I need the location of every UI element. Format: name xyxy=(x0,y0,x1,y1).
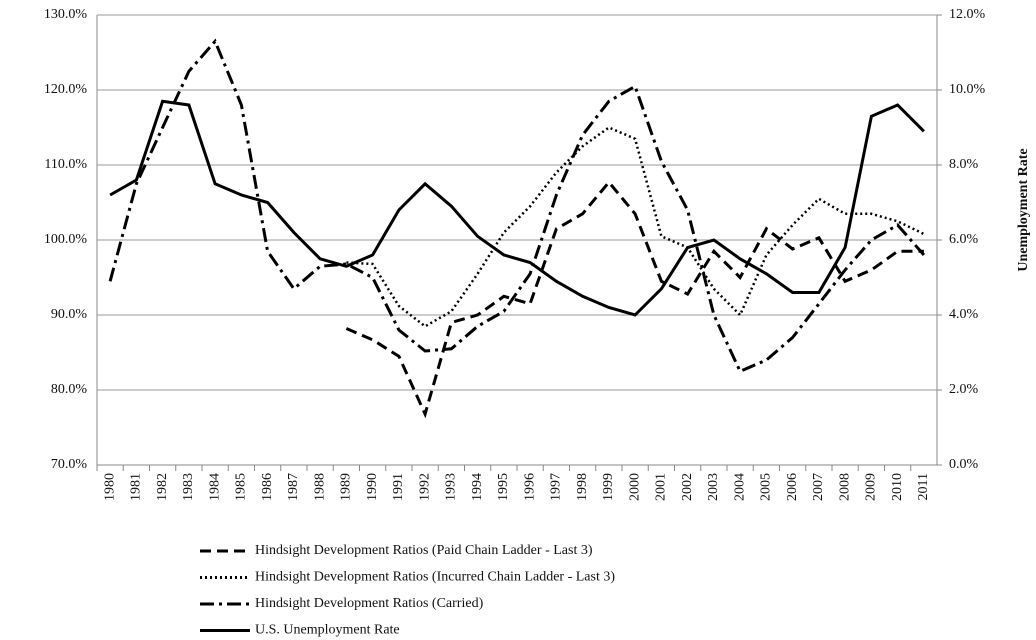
x-tick-label: 2010 xyxy=(890,473,905,501)
legend-label: Hindsight Development Ratios (Incurred C… xyxy=(255,570,615,585)
x-tick-label: 1990 xyxy=(365,473,380,501)
legend-label: U.S. Unemployment Rate xyxy=(255,623,400,638)
y-tick-label: 110.0% xyxy=(44,157,87,172)
x-tick-label: 1982 xyxy=(155,473,170,501)
series-line xyxy=(346,126,925,328)
y2-tick-label: 0.0% xyxy=(949,457,979,472)
x-tick-label: 1984 xyxy=(207,473,222,501)
x-tick-label: 2008 xyxy=(837,473,852,501)
series-line xyxy=(345,179,924,419)
y-tick-label: 70.0% xyxy=(51,457,88,472)
y2-axis-title: Unemployment Rate xyxy=(1016,148,1031,271)
x-tick-label: 2001 xyxy=(654,473,669,501)
x-tick-label: 1985 xyxy=(234,473,249,501)
y2-tick-label: 12.0% xyxy=(949,7,986,22)
x-tick-label: 1992 xyxy=(417,473,432,501)
x-tick-label: 1986 xyxy=(260,473,275,501)
x-tick-label: 2003 xyxy=(706,473,721,501)
y-tick-label: 80.0% xyxy=(51,382,88,397)
x-tick-label: 2006 xyxy=(785,473,800,501)
legend-label: Hindsight Development Ratios (Paid Chain… xyxy=(255,543,593,558)
x-tick-label: 1989 xyxy=(339,473,354,501)
series-line xyxy=(108,38,926,374)
x-tick-label: 1994 xyxy=(470,473,485,501)
series-line xyxy=(109,99,925,317)
x-tick-label: 1998 xyxy=(575,473,590,501)
y-tick-label: 100.0% xyxy=(44,232,88,247)
x-tick-label: 2009 xyxy=(864,473,879,501)
x-tick-label: 1991 xyxy=(391,473,406,501)
x-tick-label: 2011 xyxy=(916,473,931,500)
x-tick-label: 1996 xyxy=(522,473,537,501)
x-tick-label: 1999 xyxy=(601,473,616,501)
x-tick-label: 2004 xyxy=(732,473,747,501)
y2-tick-label: 8.0% xyxy=(949,157,979,172)
x-tick-label: 1981 xyxy=(129,473,144,501)
legend-label: Hindsight Development Ratios (Carried) xyxy=(255,596,484,611)
y-tick-label: 90.0% xyxy=(51,307,88,322)
y2-tick-label: 10.0% xyxy=(949,82,986,97)
y2-tick-label: 4.0% xyxy=(949,307,979,322)
x-tick-label: 1980 xyxy=(102,473,117,501)
x-tick-label: 2005 xyxy=(759,473,774,501)
x-tick-label: 1983 xyxy=(181,473,196,501)
x-tick-label: 1993 xyxy=(444,473,459,501)
x-tick-label: 1995 xyxy=(496,473,511,501)
y2-tick-label: 6.0% xyxy=(949,232,979,247)
y-tick-label: 120.0% xyxy=(44,82,88,97)
x-tick-label: 2007 xyxy=(811,473,826,501)
x-tick-label: 1988 xyxy=(312,473,327,501)
y2-tick-label: 2.0% xyxy=(949,382,979,397)
x-tick-label: 2002 xyxy=(680,473,695,501)
x-tick-label: 1997 xyxy=(549,473,564,501)
x-tick-label: 1987 xyxy=(286,473,301,501)
y-tick-label: 130.0% xyxy=(44,7,88,22)
x-tick-label: 2000 xyxy=(627,473,642,501)
